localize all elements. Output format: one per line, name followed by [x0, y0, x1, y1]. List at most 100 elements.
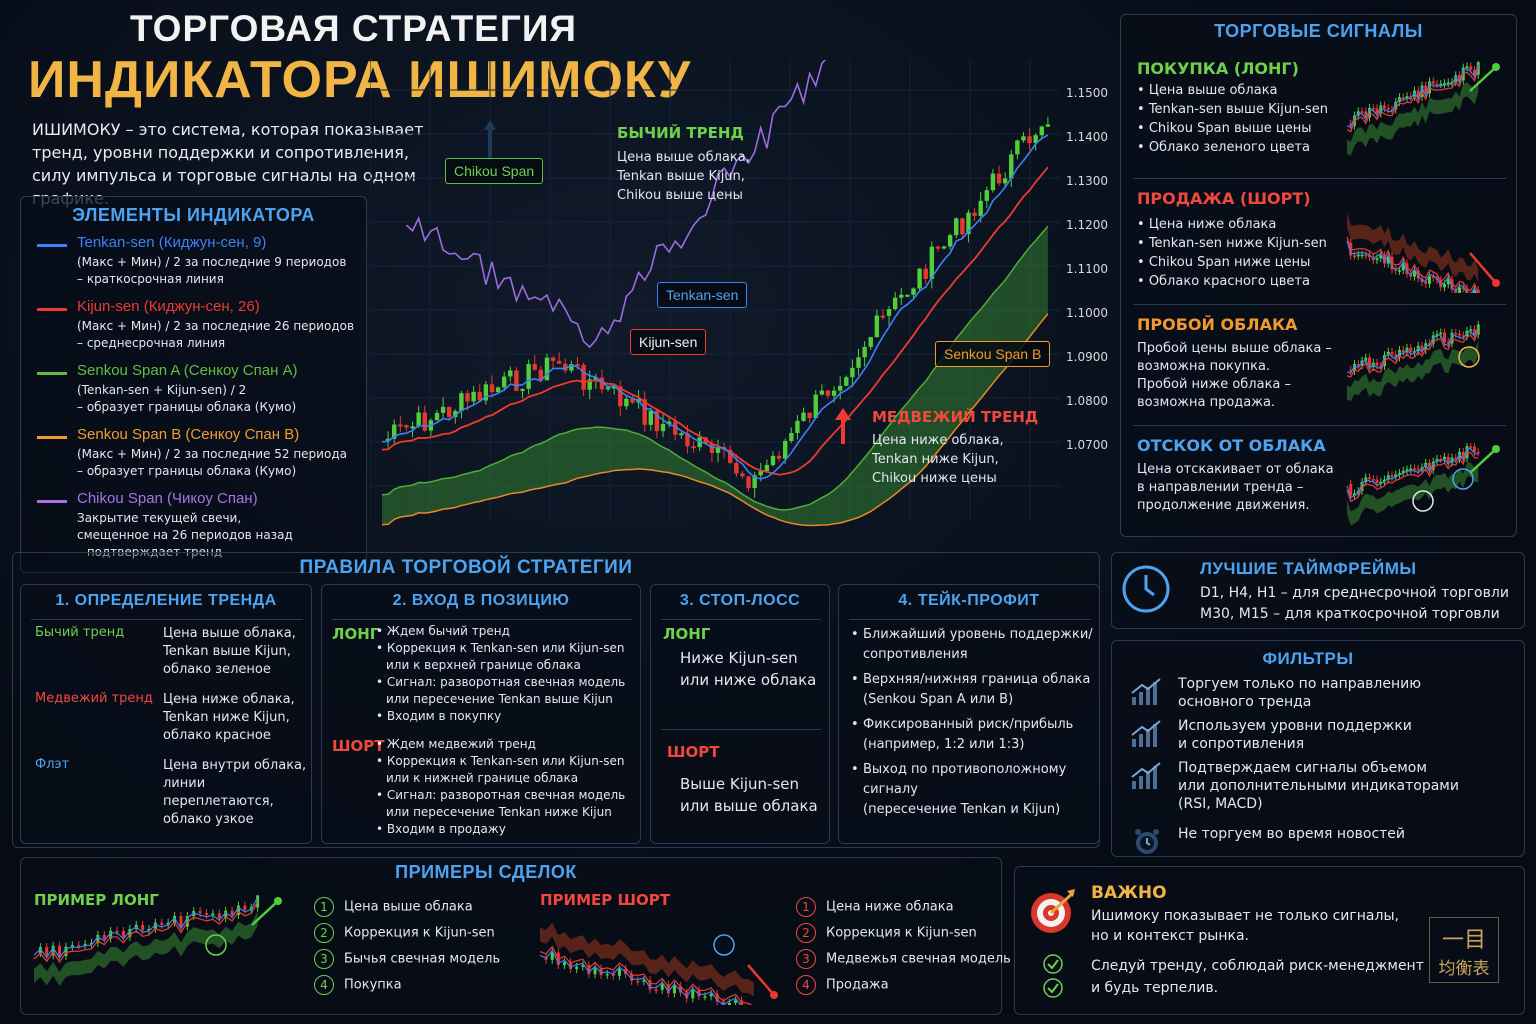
mini-candle	[1371, 108, 1375, 110]
entry-step: Сигнал: разворотная свечная модель	[376, 787, 625, 804]
signals-panel: ТОРГОВЫЕ СИГНАЛЫ ПОКУПКА (ЛОНГ) Цена выш…	[1120, 14, 1517, 537]
rule-trend-panel: 1. ОПРЕДЕЛЕНИЕ ТРЕНДА Бычий тренд Цена вы…	[20, 584, 312, 844]
mini-candle	[1446, 82, 1450, 84]
candle-body	[679, 433, 684, 436]
kumo-cloud-segment	[907, 395, 914, 485]
candle-body	[630, 398, 635, 403]
kumo-cloud-segment	[846, 471, 853, 522]
bullet: •	[851, 762, 859, 777]
trend-row-line: облако красное	[163, 728, 271, 743]
kumo-cloud-segment	[889, 417, 896, 499]
candle-body	[569, 364, 574, 371]
signal-bounce-text: Цена отскакивает от облака в направлении …	[1137, 461, 1334, 515]
mini-candle	[697, 990, 701, 997]
kumo-cloud-segment	[772, 508, 780, 520]
mini-candle	[1473, 329, 1476, 335]
mini-candle	[51, 945, 55, 956]
examples-panel: ПРИМЕРЫ СДЕЛОК	[20, 857, 1002, 1015]
candle-body	[1039, 126, 1044, 136]
kumo-cloud-segment	[479, 467, 486, 502]
mini-candle	[160, 922, 164, 925]
signal-bounce-title: ОТСКОК ОТ ОБЛАКА	[1137, 436, 1326, 455]
kumo-cloud-segment	[797, 506, 804, 526]
highlight-circle	[1458, 346, 1480, 368]
kumo-cloud-segment	[406, 485, 413, 517]
candle-body	[440, 406, 446, 413]
candle-body	[514, 370, 519, 391]
take-profit-line: Фиксированный риск/прибыль	[863, 717, 1074, 732]
element-desc: (Макс + Мин) / 2 за последние 52 периода	[77, 447, 347, 461]
stop-line: Ниже Kijun-sen	[680, 649, 798, 667]
example-long-chart	[33, 895, 282, 986]
mini-candle	[1469, 446, 1473, 448]
take-profit-line: Верхняя/нижняя граница облака	[863, 672, 1091, 687]
kumo-cloud-segment	[583, 428, 590, 478]
mini-candle	[1409, 468, 1413, 471]
mini-candle	[581, 965, 585, 967]
mini-candle	[1465, 288, 1469, 293]
mini-candle	[1379, 481, 1383, 484]
trend-row-label: Медвежий тренд	[35, 691, 153, 706]
rule-entry-panel: 2. ВХОД В ПОЗИЦИЮ ЛОНГ Ждем бычий трендК…	[321, 584, 641, 844]
bear-trend-line: Цена ниже облака,	[872, 433, 1004, 448]
divider	[661, 619, 821, 620]
mini-candle	[1405, 469, 1409, 471]
mini-candle	[1398, 270, 1401, 272]
filters-panel: ФИЛЬТРЫ Торгуем только по направлению осн…	[1111, 640, 1525, 857]
mini-candle	[1364, 111, 1368, 118]
mini-candle	[173, 916, 177, 923]
mini-candle	[691, 990, 695, 999]
kumo-cloud-segment	[650, 439, 657, 471]
sell-mini-chart	[1346, 212, 1500, 293]
kumo-cloud-segment	[992, 287, 1000, 384]
mini-candle	[115, 930, 119, 933]
mini-candle	[58, 945, 62, 956]
legend-line	[37, 308, 67, 311]
mini-candle	[243, 905, 247, 910]
signal-breakout-text: Пробой цены выше облака – возможна покупк…	[1137, 340, 1332, 412]
kumo-cloud-segment	[699, 468, 706, 484]
entry-short-list: Ждем медвежий трендКоррекция к Tenkan-se…	[376, 736, 625, 838]
bull-trend-line: Chikou выше цены	[617, 188, 743, 203]
example-step: 2 Коррекция к Kijun-sen	[796, 923, 1011, 949]
divider	[849, 619, 1091, 620]
mini-candle	[1413, 351, 1416, 353]
element-desc: (Макс + Мин) / 2 за последние 9 периодов	[77, 255, 347, 269]
mini-candle	[1383, 105, 1386, 108]
bear-trend-line: Tenkan ниже Kijun,	[872, 452, 999, 467]
mini-candle	[1401, 350, 1405, 353]
mini-candle	[1431, 335, 1435, 344]
signal-buy-list: Цена выше облакаTenkan-sen выше Kijun-se…	[1137, 82, 1328, 157]
example-long-title: ПРИМЕР ЛОНГ	[34, 891, 159, 909]
mini-candle	[1461, 335, 1465, 337]
mini-candle	[1383, 255, 1386, 264]
filter-text: Торгуем только по направлению основного т…	[1178, 675, 1421, 711]
candle-body	[575, 364, 580, 367]
kumo-cloud-segment	[382, 494, 389, 525]
element-desc: – образует границы облака (Кумо)	[77, 400, 297, 414]
divider	[661, 729, 821, 730]
kumo-cloud-segment	[571, 429, 578, 481]
important-panel: ВАЖНО Ишимоку показывает не только сигна…	[1014, 866, 1525, 1015]
kumo-cloud-segment	[809, 501, 816, 526]
signal-sell-title: ПРОДАЖА (ШОРТ)	[1137, 189, 1311, 208]
elements-list: Tenkan-sen (Киджун-сен, 9) (Макс + Мин) /…	[21, 234, 366, 570]
candle-body	[740, 473, 745, 477]
candle-body	[477, 391, 482, 401]
mini-candle	[1360, 254, 1364, 257]
kumo-cloud-segment	[803, 504, 810, 526]
candle-body	[935, 246, 941, 249]
candle-body	[807, 412, 812, 419]
mini-tenkan-line	[1346, 326, 1479, 374]
signal-text-line: Пробой цены выше облака –	[1137, 341, 1332, 356]
trend-row-line: Tenkan выше Kijun,	[163, 644, 291, 659]
entry-step: или к верхней границе облака	[386, 658, 581, 672]
mini-candle	[1349, 369, 1353, 372]
mini-candle	[727, 1002, 731, 1005]
mini-candle	[166, 922, 170, 925]
candle-body	[984, 190, 989, 201]
entry-short-label: ШОРТ	[332, 737, 385, 755]
mini-candle	[1353, 115, 1356, 126]
mini-arrow-head	[274, 897, 282, 905]
mini-candle	[1368, 357, 1371, 367]
